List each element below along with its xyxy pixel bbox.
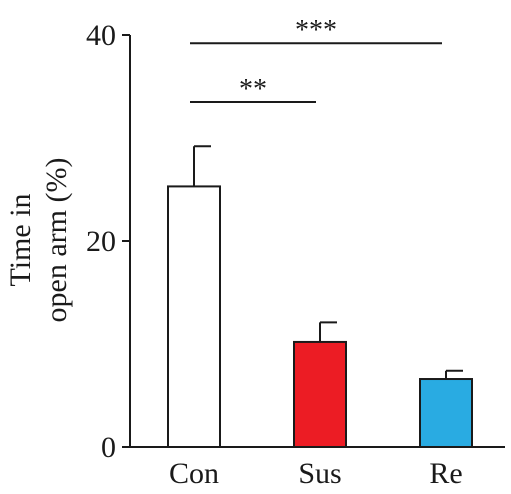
y-tick-label: 20 [86, 225, 116, 258]
significance-label: *** [295, 15, 337, 46]
y-tick-label: 0 [101, 431, 116, 464]
significance-label: ** [239, 74, 267, 105]
bar-sus [293, 340, 347, 448]
y-axis-label-line-1: Time in [4, 193, 37, 286]
category-label: Re [429, 457, 462, 490]
category-label: Con [169, 457, 219, 490]
y-axis-label: Time in open arm (%) [4, 158, 73, 323]
category-label: Sus [298, 457, 341, 490]
bar-con [167, 185, 221, 448]
y-axis-label-line-2: open arm (%) [40, 158, 73, 323]
y-tick-label: 40 [86, 19, 116, 52]
bar-re [419, 378, 473, 448]
